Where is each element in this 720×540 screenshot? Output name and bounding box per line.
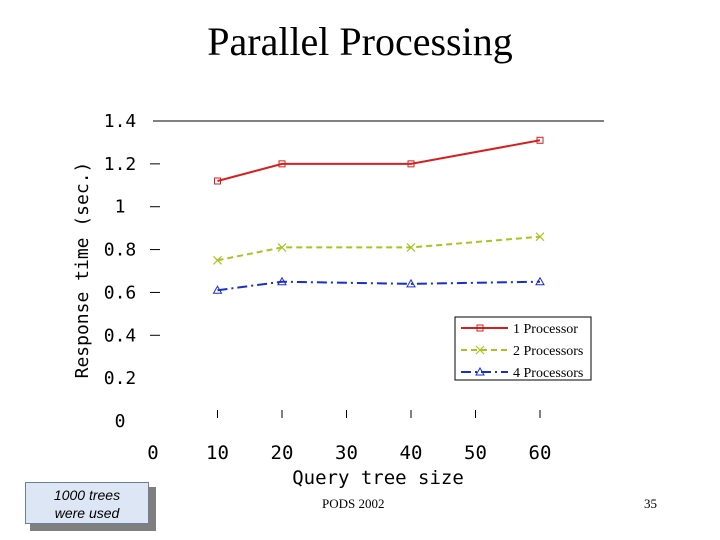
- legend: 1 Processor 2 Processors 4 Processors: [454, 316, 592, 381]
- data-point: [406, 243, 416, 252]
- x-tick-label: 10: [206, 442, 229, 464]
- y-tick-label: 0.4: [104, 325, 137, 346]
- series-line: [217, 280, 541, 292]
- data-point: [277, 243, 287, 252]
- data-point: [535, 276, 545, 286]
- y-axis-ticks: 0 0.2 0.4 0.6 0.8 1 1.2 1.4: [104, 111, 160, 432]
- x-tick-label: 20: [271, 442, 294, 464]
- series-layer: [212, 136, 545, 294]
- x-tick-label: 0: [147, 442, 158, 464]
- y-tick-label: 1.4: [104, 111, 137, 132]
- x-tick-label: 50: [464, 442, 487, 464]
- note-box: 1000 trees were used: [25, 482, 149, 524]
- y-tick-label: 1: [115, 197, 126, 218]
- series-2: [213, 232, 545, 265]
- data-point: [407, 160, 415, 168]
- data-point: [277, 276, 287, 286]
- y-tick-label: 0: [115, 411, 126, 432]
- footer-conference: PODS 2002: [322, 496, 385, 511]
- x-tick-label: 40: [400, 442, 423, 464]
- slide-title: Parallel Processing: [207, 19, 513, 64]
- series-line: [217, 235, 541, 262]
- x-tick-label: 60: [529, 442, 552, 464]
- x-tick-label: 30: [335, 442, 358, 464]
- series-1: [214, 136, 544, 185]
- legend-entry-label: 2 Processors: [513, 344, 583, 359]
- note-line-1: 1000 trees: [53, 487, 121, 503]
- x-axis-ticks: 0 10 20 30 40 50 60: [147, 410, 551, 464]
- y-tick-label: 0.6: [104, 282, 137, 303]
- y-tick-label: 0.2: [104, 368, 137, 389]
- legend-marker: [476, 324, 484, 332]
- legend-marker: [475, 345, 485, 355]
- legend-marker: [475, 366, 485, 376]
- series-line: [217, 139, 541, 182]
- y-tick-label: 0.8: [104, 240, 137, 261]
- page-number: 35: [644, 496, 657, 511]
- y-axis-label: Response time (sec.): [72, 162, 93, 379]
- data-point: [213, 255, 222, 265]
- x-axis-label: Query tree size: [292, 467, 464, 489]
- legend-entry-label: 4 Processors: [513, 366, 583, 381]
- data-point: [536, 136, 544, 144]
- note-line-2: were used: [54, 505, 120, 521]
- data-point: [278, 160, 286, 168]
- series-3: [212, 276, 545, 294]
- legend-entry-label: 1 Processor: [513, 322, 578, 337]
- y-tick-label: 1.2: [104, 154, 137, 175]
- data-point: [406, 278, 416, 288]
- data-point: [535, 232, 545, 242]
- data-point: [212, 285, 223, 294]
- data-point: [214, 177, 221, 185]
